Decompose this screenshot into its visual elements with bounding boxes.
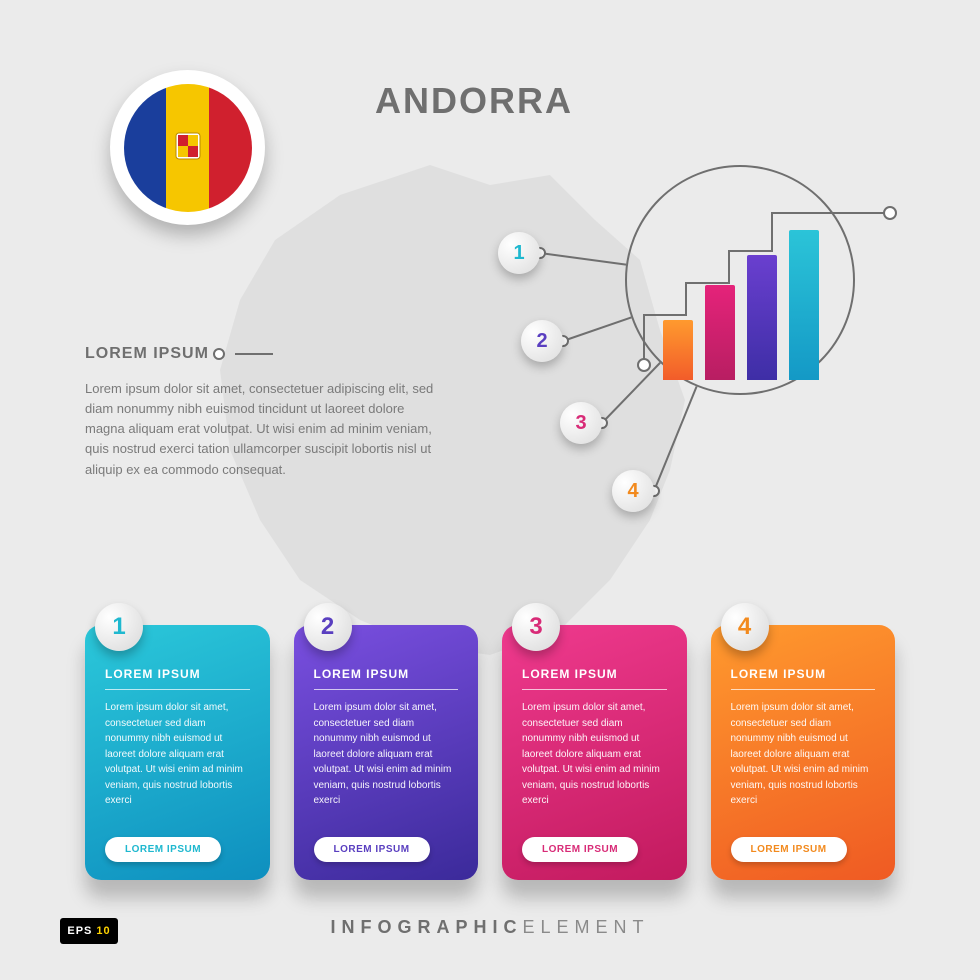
number-badge: 1 (498, 232, 540, 274)
card-number-badge: 3 (512, 603, 560, 651)
card-title: LOREM IPSUM (105, 667, 250, 681)
info-card: 3 LOREM IPSUM Lorem ipsum dolor sit amet… (502, 625, 687, 880)
info-card: 4 LOREM IPSUM Lorem ipsum dolor sit amet… (711, 625, 896, 880)
info-card: 2 LOREM IPSUM Lorem ipsum dolor sit amet… (294, 625, 479, 880)
chart-bar (663, 320, 693, 380)
card-button[interactable]: LOREM IPSUM (522, 837, 638, 862)
card-divider (731, 689, 876, 690)
card-body: Lorem ipsum dolor sit amet, consectetuer… (314, 700, 459, 809)
info-card: 1 LOREM IPSUM Lorem ipsum dolor sit amet… (85, 625, 270, 880)
card-divider (314, 689, 459, 690)
card-body: Lorem ipsum dolor sit amet, consectetuer… (731, 700, 876, 809)
crest-icon (174, 131, 202, 165)
card-row: 1 LOREM IPSUM Lorem ipsum dolor sit amet… (85, 625, 895, 880)
number-badge: 2 (521, 320, 563, 362)
card-divider (105, 689, 250, 690)
chart-bar (705, 285, 735, 380)
card-body: Lorem ipsum dolor sit amet, consectetuer… (522, 700, 667, 809)
card-button[interactable]: LOREM IPSUM (314, 837, 430, 862)
card-divider (522, 689, 667, 690)
footer-label: INFOGRAPHICELEMENT (0, 917, 980, 938)
flag-icon (124, 84, 252, 212)
card-number-badge: 2 (304, 603, 352, 651)
side-heading: LOREM IPSUM (85, 345, 209, 363)
card-button[interactable]: LOREM IPSUM (105, 837, 221, 862)
chart-bar (789, 230, 819, 380)
side-body: Lorem ipsum dolor sit amet, consectetuer… (85, 379, 435, 480)
chart-bar (747, 255, 777, 380)
bar-chart (590, 155, 920, 455)
side-text-block: LOREM IPSUM Lorem ipsum dolor sit amet, … (85, 345, 435, 480)
flag-badge (110, 70, 265, 225)
card-title: LOREM IPSUM (731, 667, 876, 681)
card-button[interactable]: LOREM IPSUM (731, 837, 847, 862)
number-badge: 4 (612, 470, 654, 512)
card-number-badge: 1 (95, 603, 143, 651)
card-title: LOREM IPSUM (522, 667, 667, 681)
decorative-dot-icon (213, 348, 225, 360)
page-title: ANDORRA (375, 80, 573, 122)
card-title: LOREM IPSUM (314, 667, 459, 681)
card-body: Lorem ipsum dolor sit amet, consectetuer… (105, 700, 250, 809)
eps-badge: EPS10 (60, 918, 118, 944)
card-number-badge: 4 (721, 603, 769, 651)
